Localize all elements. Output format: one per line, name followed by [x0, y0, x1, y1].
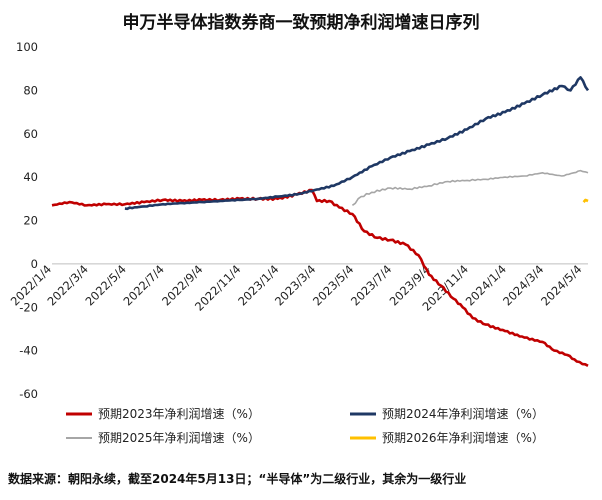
y-tick-label: 100 [16, 40, 38, 54]
series-line-1 [51, 188, 589, 367]
data-source-note: 数据来源：朝阳永续，截至2024年5月13日；“半导体”为二级行业，其余为一级行… [8, 472, 467, 486]
series-lines [51, 76, 590, 367]
y-tick-label: 40 [23, 170, 38, 184]
series-line-2 [124, 76, 590, 211]
y-tick-label: -60 [19, 387, 38, 401]
y-axis-ticks: -60 -40 -20 0 20 40 60 80 100 [16, 40, 38, 401]
chart-title: 申万半导体指数券商一致预期净利润增速日序列 [122, 13, 480, 33]
x-tick-label: 2022/5/4 [82, 262, 128, 308]
legend-label: 预期2026年净利润增速（%） [382, 431, 544, 445]
y-tick-label: 0 [31, 257, 38, 271]
x-tick-label: 2024/5/4 [538, 262, 584, 308]
legend-label: 预期2023年净利润增速（%） [98, 407, 260, 421]
chart-legend: 预期2023年净利润增速（%） 预期2024年净利润增速（%） 预期2025年净利润… [66, 407, 544, 445]
x-tick-label: 2023/7/4 [348, 262, 394, 308]
y-tick-label: -40 [19, 344, 38, 358]
legend-label: 预期2024年净利润增速（%） [382, 407, 544, 421]
y-tick-label: 60 [23, 127, 38, 141]
x-tick-label: 2022/3/4 [44, 262, 90, 308]
series-line-4 [582, 198, 589, 203]
x-tick-label: 2023/3/4 [272, 262, 318, 308]
y-tick-label: -20 [19, 300, 38, 314]
x-axis-ticks: 2022/1/42022/3/42022/5/42022/7/42022/9/4… [8, 262, 585, 314]
x-tick-label: 2024/3/4 [500, 262, 546, 308]
series-line-3 [351, 169, 589, 206]
x-tick-label: 2023/5/4 [310, 262, 356, 308]
y-tick-label: 20 [23, 214, 38, 228]
y-tick-label: 80 [23, 83, 38, 97]
x-tick-label: 2022/7/4 [121, 262, 167, 308]
legend-label: 预期2025年净利润增速（%） [98, 431, 260, 445]
